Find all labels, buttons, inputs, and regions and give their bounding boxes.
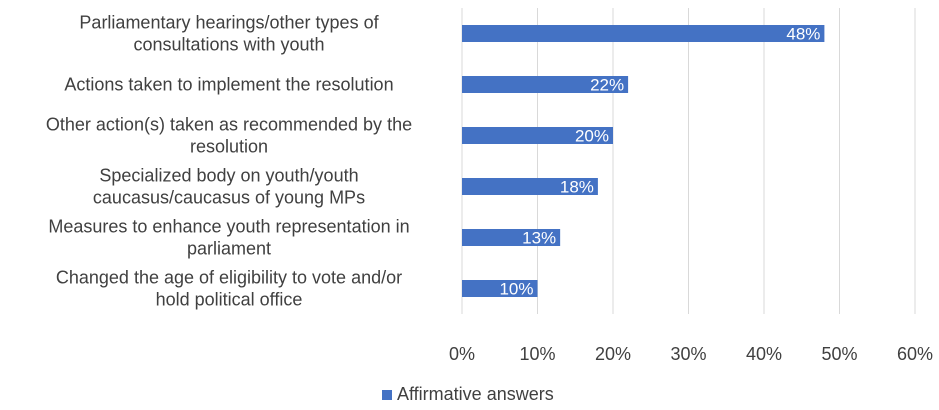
category-label: Actions taken to implement the resolutio…	[64, 75, 393, 95]
x-tick-label: 40%	[746, 344, 782, 364]
x-tick-label: 0%	[449, 344, 475, 364]
data-label: 22%	[590, 76, 624, 95]
category-label: Other action(s) taken as recommended by …	[46, 115, 412, 157]
bar	[462, 178, 598, 195]
bar	[462, 127, 613, 144]
category-label: Parliamentary hearings/other types of con…	[79, 13, 379, 55]
bar	[462, 76, 629, 93]
bar	[462, 280, 538, 297]
data-label: 18%	[560, 178, 594, 197]
bar	[462, 25, 825, 42]
data-label: 10%	[499, 280, 533, 299]
x-tick-label: 50%	[821, 344, 857, 364]
x-tick-label: 20%	[595, 344, 631, 364]
data-label: 20%	[575, 127, 609, 146]
legend-label: Affirmative answers	[397, 384, 554, 404]
data-label: 48%	[786, 25, 820, 44]
data-label: 13%	[522, 229, 556, 248]
category-label: Specialized body on youth/youth caucasus/…	[93, 166, 365, 208]
legend-swatch	[382, 390, 392, 400]
bar	[462, 229, 561, 246]
x-tick-label: 10%	[519, 344, 555, 364]
category-label: Measures to enhance youth representation…	[48, 217, 409, 259]
x-tick-label: 60%	[897, 344, 933, 364]
category-label: Changed the age of eligibility to vote a…	[56, 268, 402, 310]
x-tick-label: 30%	[670, 344, 706, 364]
